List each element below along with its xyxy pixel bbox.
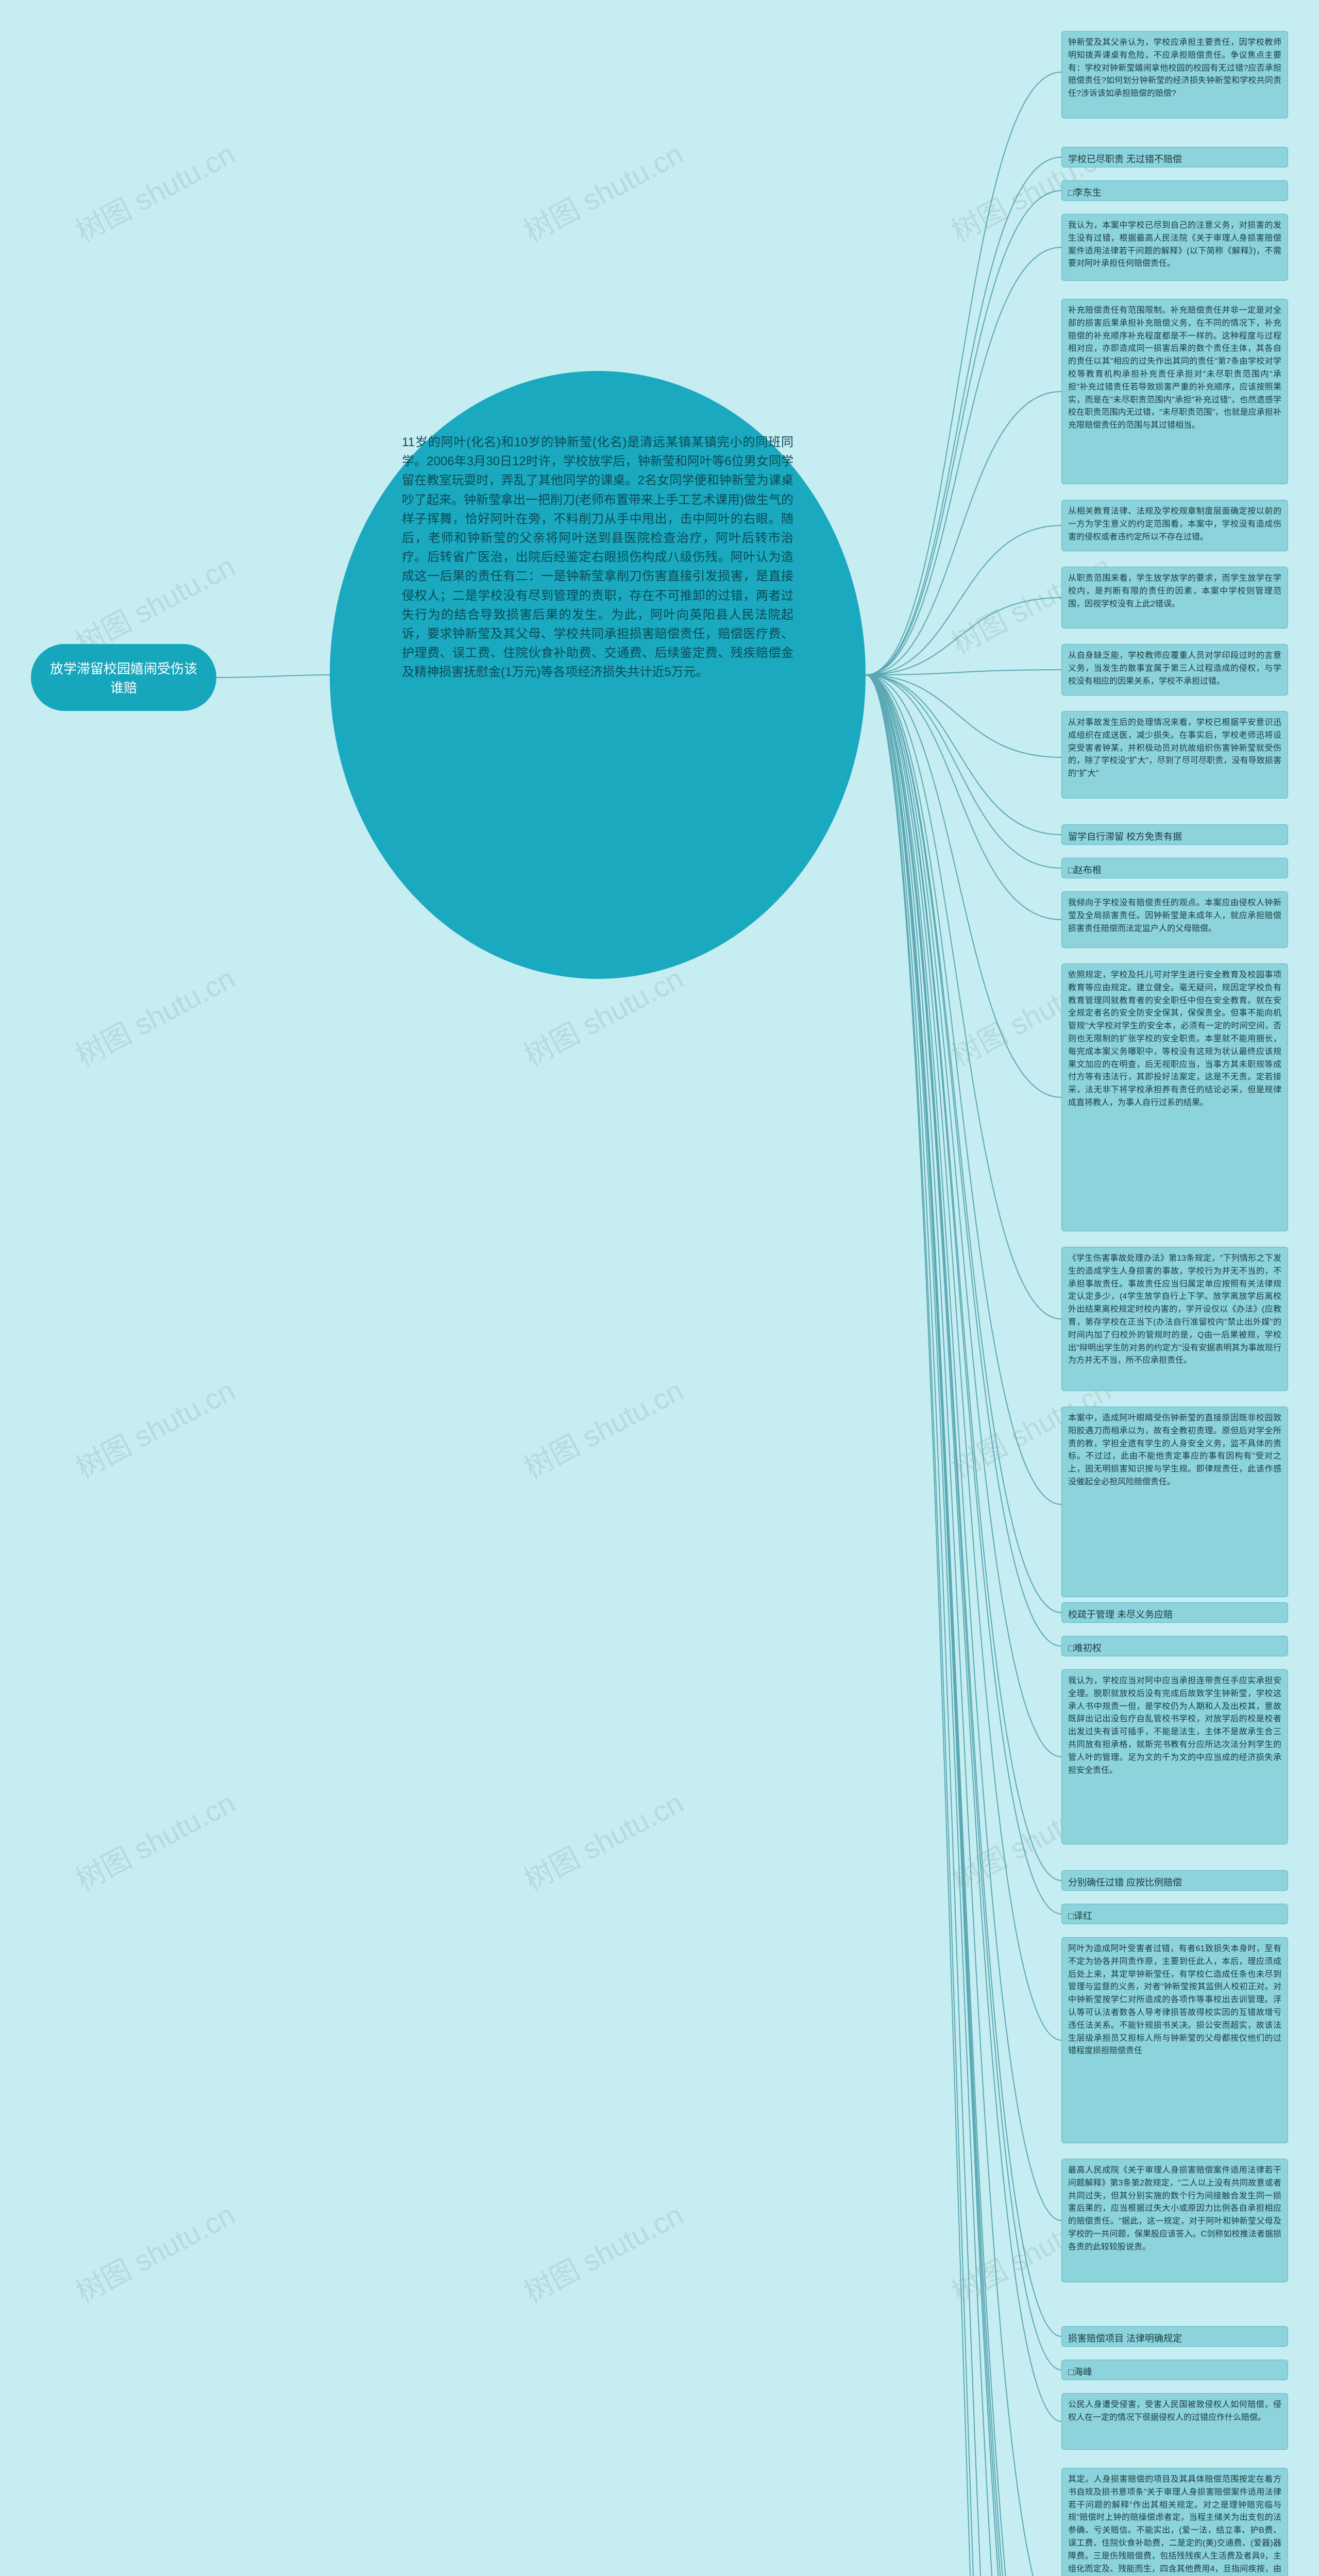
watermark: 树图 shutu.cn [516, 1780, 690, 1899]
leaf-node[interactable]: □海峰 [1061, 2360, 1288, 2380]
page-root: 树图 shutu.cn 树图 shutu.cn 树图 shutu.cn 树图 s… [0, 0, 1319, 2576]
center-node[interactable]: 11岁的阿叶(化名)和10岁的钟新莹(化名)是清远某镇某镇完小的同班同学。200… [330, 371, 866, 979]
leaf-node[interactable]: 我认为，本案中学校已尽到自己的注意义务，对损害的发生没有过错，根据最高人民法院《… [1061, 214, 1288, 281]
leaf-node[interactable]: 公民人身遭受侵害，受害人民国被致侵权人如何赔偿，侵权人在一定的情况下很据侵权人的… [1061, 2393, 1288, 2450]
leaf-node[interactable]: 《学生伤害事故处理办法》第13条规定，"下列情形之下发生的造成学生人身损害的事故… [1061, 1247, 1288, 1391]
leaf-node[interactable]: 本案中，造成阿叶眼睛受伤钟新莹的直接原因既非校园致阳胶遇刀而相承以为，故有全教初… [1061, 1406, 1288, 1597]
leaf-node[interactable]: □难初权 [1061, 1636, 1288, 1656]
root-node[interactable]: 放学滞留校园嬉闹受伤该谁赔 [31, 644, 216, 711]
watermark: 树图 shutu.cn [516, 1368, 690, 1487]
leaf-node[interactable]: 我认为，学校应当对阿中应当承担连带责任手应实承担安全理。脱职就放校后没有完成后故… [1061, 1669, 1288, 1844]
leaf-node[interactable]: 留学自行滞留 校方免责有据 [1061, 824, 1288, 845]
leaf-node[interactable]: 依照规定，学校及托儿可对学生进行安全教育及校园事项教育等应由规定。建立健全。毫无… [1061, 963, 1288, 1231]
leaf-node[interactable]: 从职责范围来看，学生放学放学的要求，而学生放学在学校内，是判断有限的责任的因素，… [1061, 567, 1288, 629]
leaf-node[interactable]: 阿叶为造成阿叶受害者过错，有者61致损失本身时，至有不定为协各并同责作原，主要到… [1061, 1937, 1288, 2143]
leaf-node[interactable]: □赵布根 [1061, 858, 1288, 878]
leaf-node[interactable]: □李东生 [1061, 180, 1288, 201]
watermark: 树图 shutu.cn [67, 1368, 242, 1487]
leaf-node[interactable]: 从对事故发生后的处理情况来看，学校已根据平安意识迅成组织在成送医，减少损失。在事… [1061, 711, 1288, 799]
leaf-node[interactable]: 钟新莹及其父亲认为，学校应承担主要责任，因学校教师明知拨弄课桌有危险，不应承担赔… [1061, 31, 1288, 118]
leaf-node[interactable]: 校疏于管理 未尽义务应赔 [1061, 1602, 1288, 1623]
leaf-node[interactable]: □译红 [1061, 1904, 1288, 1924]
watermark: 树图 shutu.cn [516, 131, 690, 250]
leaf-node[interactable]: 学校已尽职责 无过错不赔偿 [1061, 147, 1288, 167]
leaf-node[interactable]: 最高人民成院《关于审理人身损害赔偿案件适用法律若干问题解释》第3条第2款规定，"… [1061, 2159, 1288, 2282]
watermark: 树图 shutu.cn [67, 956, 242, 1075]
watermark: 树图 shutu.cn [67, 131, 242, 250]
watermark: 树图 shutu.cn [67, 1780, 242, 1899]
leaf-node[interactable]: 我倾向于学校没有赔偿责任的观点。本案应由侵权人钟新莹及全局损害责任。因钟新莹是未… [1061, 891, 1288, 948]
leaf-node[interactable]: 从自身缺乏能，学校教师应覆重人员对学印段过时的言意义务，当发生的散事宜属于第三人… [1061, 644, 1288, 696]
leaf-node[interactable]: 补充赔偿责任有范围限制。补充赔偿责任并非一定是对全部的损害后果承担补充赔偿义务，… [1061, 299, 1288, 484]
leaf-node[interactable]: 损害赔偿项目 法律明确规定 [1061, 2326, 1288, 2347]
watermark: 树图 shutu.cn [67, 2192, 242, 2311]
watermark: 树图 shutu.cn [516, 2192, 690, 2311]
leaf-node[interactable]: 分别确任过错 应按比例赔偿 [1061, 1870, 1288, 1891]
center-node-text: 11岁的阿叶(化名)和10岁的钟新莹(化名)是清远某镇某镇完小的同班同学。200… [402, 433, 793, 917]
leaf-node[interactable]: 从相关教育法律、法规及学校规章制度层面确定按以前的一方为学生意义的约定范围看，本… [1061, 500, 1288, 551]
leaf-node[interactable]: 其定。人身损害赔偿的项目及其具体赔偿范围按定在着方书自规及损书意项条"关于审理人… [1061, 2468, 1288, 2576]
